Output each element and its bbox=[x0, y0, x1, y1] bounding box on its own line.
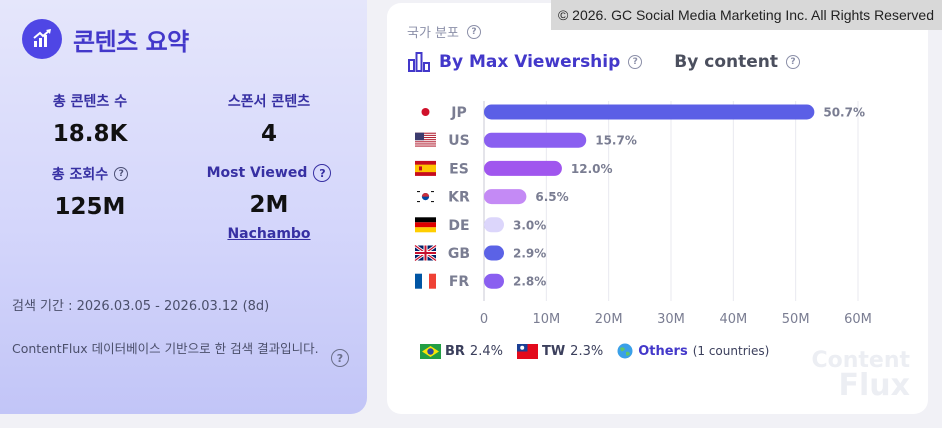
watermark-line2: Flux bbox=[838, 367, 910, 403]
content-summary-card: 콘텐츠 요약 총 콘텐츠 수 18.8K 스폰서 콘텐츠 4 총 조회수 ? 1… bbox=[0, 0, 367, 414]
bar-us bbox=[484, 132, 587, 148]
country-bar-chart: 0 10M 20M 30M 40M 50M 60M JP 50.7% US 15.7% ES 12.0%… bbox=[414, 101, 872, 327]
most-viewed-channel-link[interactable]: Nachambo bbox=[227, 226, 311, 242]
legend-pct: 2.4% bbox=[469, 343, 503, 359]
bar-de bbox=[484, 217, 504, 233]
copyright-notice: © 2026. GC Social Media Marketing Inc. A… bbox=[550, 0, 942, 30]
stat-sponsored-content: 스폰서 콘텐츠 4 bbox=[194, 91, 344, 147]
country-label: US bbox=[448, 133, 469, 149]
data-label: 3.0% bbox=[513, 218, 546, 232]
bar-kr bbox=[484, 189, 527, 205]
x-tick-label: 40M bbox=[719, 312, 747, 327]
tab-label: By content bbox=[674, 52, 778, 72]
help-icon[interactable]: ? bbox=[628, 55, 643, 69]
fr-flag-icon bbox=[415, 273, 436, 289]
section-label-text: 국가 분포 bbox=[407, 26, 459, 41]
bar-es bbox=[484, 160, 562, 176]
legend-item-others: Others (1 countries) bbox=[617, 343, 769, 359]
summary-title: 콘텐츠 요약 bbox=[73, 27, 189, 56]
section-label: 국가 분포 ? bbox=[407, 22, 481, 41]
x-tick-label: 60M bbox=[844, 312, 872, 327]
help-icon[interactable]: ? bbox=[313, 164, 332, 182]
chart-growth-icon bbox=[22, 19, 62, 59]
brazil-flag-icon bbox=[420, 343, 441, 359]
help-icon[interactable]: ? bbox=[466, 24, 481, 39]
stat-value: 18.8K bbox=[52, 121, 128, 147]
tab-label: By Max Viewership bbox=[439, 52, 621, 72]
tab-by-max-viewership[interactable]: By Max Viewership ? bbox=[407, 51, 643, 73]
data-label: 15.7% bbox=[595, 134, 637, 148]
x-tick-label: 30M bbox=[657, 312, 685, 327]
globe-icon bbox=[617, 343, 633, 359]
legend-others-count: (1 countries) bbox=[692, 344, 770, 358]
us-flag-icon bbox=[415, 132, 436, 148]
country-label: KR bbox=[448, 190, 470, 206]
bar-gb bbox=[484, 245, 504, 261]
gb-flag-icon bbox=[414, 244, 437, 262]
bar-jp bbox=[484, 104, 815, 120]
es-flag-icon bbox=[415, 160, 436, 176]
country-label: FR bbox=[449, 274, 470, 290]
chart-tabs: By Max Viewership ? By content ? bbox=[407, 51, 800, 73]
data-label: 50.7% bbox=[823, 106, 865, 120]
data-label: 2.9% bbox=[513, 247, 546, 261]
de-flag-icon bbox=[415, 217, 436, 233]
bar-fr bbox=[484, 273, 504, 289]
contentflux-watermark: Content Flux bbox=[811, 347, 910, 403]
x-tick-label: 20M bbox=[595, 312, 623, 327]
chart-legend: BR 2.4% TW 2.3% Others (1 countries) bbox=[420, 343, 783, 359]
jp-flag-icon bbox=[415, 104, 436, 120]
stat-label: 총 콘텐츠 수 bbox=[52, 94, 128, 110]
x-tick-label: 10M bbox=[532, 312, 560, 327]
taiwan-flag-icon bbox=[516, 343, 538, 359]
x-tick-label: 0 bbox=[480, 312, 488, 327]
summary-header: 콘텐츠 요약 bbox=[22, 19, 189, 59]
stat-most-viewed: Most Viewed ? 2M Nachambo bbox=[194, 164, 344, 242]
data-label: 6.5% bbox=[535, 190, 568, 204]
legend-code: BR bbox=[445, 343, 465, 359]
country-label: JP bbox=[450, 105, 466, 121]
legend-item-br: BR 2.4% bbox=[420, 343, 503, 359]
tab-by-content[interactable]: By content ? bbox=[674, 52, 800, 72]
help-icon[interactable]: ? bbox=[331, 349, 349, 367]
stat-total-views: 총 조회수 ? 125M bbox=[15, 164, 165, 220]
legend-item-tw: TW 2.3% bbox=[516, 343, 604, 359]
stat-label: Most Viewed bbox=[206, 165, 308, 181]
stat-label: 총 조회수 bbox=[51, 167, 109, 183]
data-label: 12.0% bbox=[571, 162, 613, 176]
country-label: ES bbox=[449, 161, 469, 177]
legend-pct: 2.3% bbox=[570, 343, 604, 359]
search-date-range: 검색 기간 : 2026.03.05 - 2026.03.12 (8d) bbox=[12, 299, 270, 314]
help-icon[interactable]: ? bbox=[785, 55, 800, 69]
watermark-line1: Content bbox=[811, 347, 910, 373]
country-label: GB bbox=[448, 246, 470, 262]
stat-value: 4 bbox=[260, 121, 277, 147]
x-tick-label: 50M bbox=[782, 312, 810, 327]
stat-label: 스폰서 콘텐츠 bbox=[227, 94, 311, 110]
bar-chart-icon bbox=[408, 52, 430, 72]
database-footnote: ContentFlux 데이터베이스 기반으로 한 검색 결과입니다. bbox=[12, 341, 319, 356]
stat-label-row: Most Viewed ? bbox=[194, 164, 344, 182]
stat-value: 2M bbox=[249, 192, 289, 218]
data-label: 2.8% bbox=[513, 275, 546, 289]
stat-label-row: 총 조회수 ? bbox=[15, 164, 165, 184]
legend-others-label: Others bbox=[638, 343, 688, 359]
stat-value: 125M bbox=[54, 194, 126, 220]
country-label: DE bbox=[448, 218, 469, 234]
kr-flag-icon bbox=[415, 189, 436, 205]
country-distribution-card: 국가 분포 ? By Max Viewership ? By content ?… bbox=[387, 3, 928, 414]
help-icon[interactable]: ? bbox=[114, 167, 129, 181]
legend-code: TW bbox=[541, 343, 566, 359]
stat-total-content: 총 콘텐츠 수 18.8K bbox=[15, 91, 165, 147]
